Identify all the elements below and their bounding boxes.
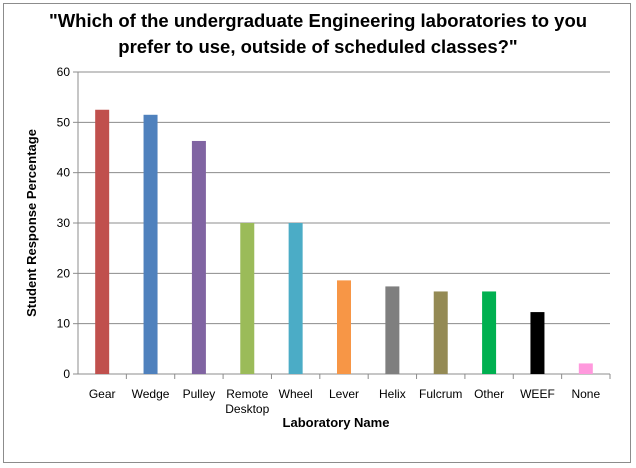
bars <box>95 109 593 375</box>
chart-title-line-1: "Which of the undergraduate Engineering … <box>48 10 588 31</box>
bar <box>288 223 303 374</box>
y-tick-label: 20 <box>57 266 71 280</box>
x-tick-label: Wheel <box>279 387 313 401</box>
x-tick-labels: Gear Wedge Pulley Remote Desktop Wheel Lever He… <box>89 387 601 416</box>
bar <box>385 286 400 374</box>
x-tick-label: WEEF <box>520 387 555 401</box>
gridlines <box>73 71 610 375</box>
x-tick-label: Gear <box>89 387 116 401</box>
y-tick-labels: 0 10 20 30 40 50 60 <box>57 65 71 381</box>
bar <box>578 363 593 374</box>
bar <box>433 291 448 374</box>
y-tick-label: 10 <box>57 317 71 331</box>
y-axis-label: Student Response Percentage <box>24 129 39 317</box>
x-tick-label: Wedge <box>132 387 170 401</box>
y-tick-label: 40 <box>57 166 71 180</box>
x-tick-label: Helix <box>379 387 406 401</box>
y-tick-label: 0 <box>63 367 70 381</box>
y-tick-label: 30 <box>57 216 71 230</box>
bar <box>240 223 255 374</box>
bar <box>482 291 497 374</box>
x-tick-label: Other <box>474 387 504 401</box>
chart-title-line-2: prefer to use, outside of scheduled clas… <box>118 36 518 57</box>
bar <box>191 140 206 374</box>
x-axis-label: Laboratory Name <box>283 415 390 430</box>
chart-title: "Which of the undergraduate Engineering … <box>0 8 636 60</box>
bar <box>95 109 110 374</box>
x-tick-label: Fulcrum <box>419 387 462 401</box>
y-tick-label: 60 <box>57 65 71 79</box>
y-tick-label: 50 <box>57 115 71 129</box>
x-tick-label: Lever <box>329 387 359 401</box>
x-tick-label: Remote Desktop <box>225 387 269 416</box>
bar <box>337 280 351 374</box>
x-tick-label: None <box>571 387 600 401</box>
x-tick-label: Pulley <box>183 387 216 401</box>
bar <box>530 312 545 374</box>
bar <box>143 114 158 375</box>
